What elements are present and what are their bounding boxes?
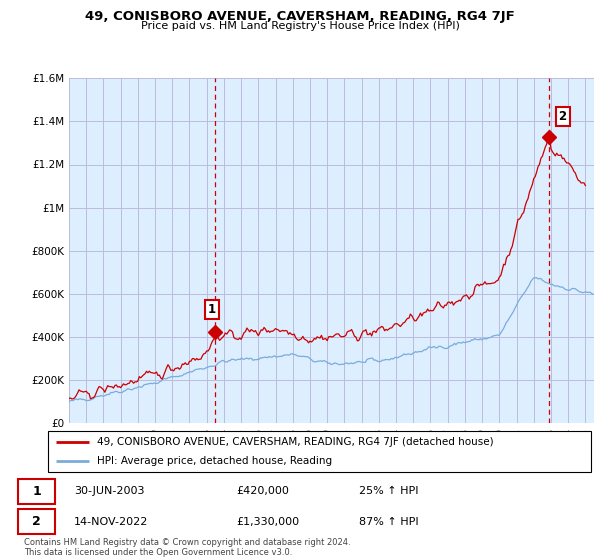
Text: 14-NOV-2022: 14-NOV-2022 [74,517,149,527]
Text: 49, CONISBORO AVENUE, CAVERSHAM, READING, RG4 7JF (detached house): 49, CONISBORO AVENUE, CAVERSHAM, READING… [97,437,493,447]
Text: 1: 1 [32,485,41,498]
Text: HPI: Average price, detached house, Reading: HPI: Average price, detached house, Read… [97,456,332,466]
Text: Price paid vs. HM Land Registry's House Price Index (HPI): Price paid vs. HM Land Registry's House … [140,21,460,31]
FancyBboxPatch shape [48,431,591,472]
Text: Contains HM Land Registry data © Crown copyright and database right 2024.
This d: Contains HM Land Registry data © Crown c… [24,538,350,557]
Text: 30-JUN-2003: 30-JUN-2003 [74,486,145,496]
Text: £420,000: £420,000 [236,486,289,496]
Text: 2: 2 [32,515,41,528]
FancyBboxPatch shape [19,479,55,504]
Text: 87% ↑ HPI: 87% ↑ HPI [359,517,418,527]
Text: 49, CONISBORO AVENUE, CAVERSHAM, READING, RG4 7JF: 49, CONISBORO AVENUE, CAVERSHAM, READING… [85,10,515,23]
Text: 2: 2 [559,110,567,123]
Text: £1,330,000: £1,330,000 [236,517,299,527]
Text: 1: 1 [208,304,216,316]
Text: 25% ↑ HPI: 25% ↑ HPI [359,486,418,496]
FancyBboxPatch shape [19,509,55,534]
